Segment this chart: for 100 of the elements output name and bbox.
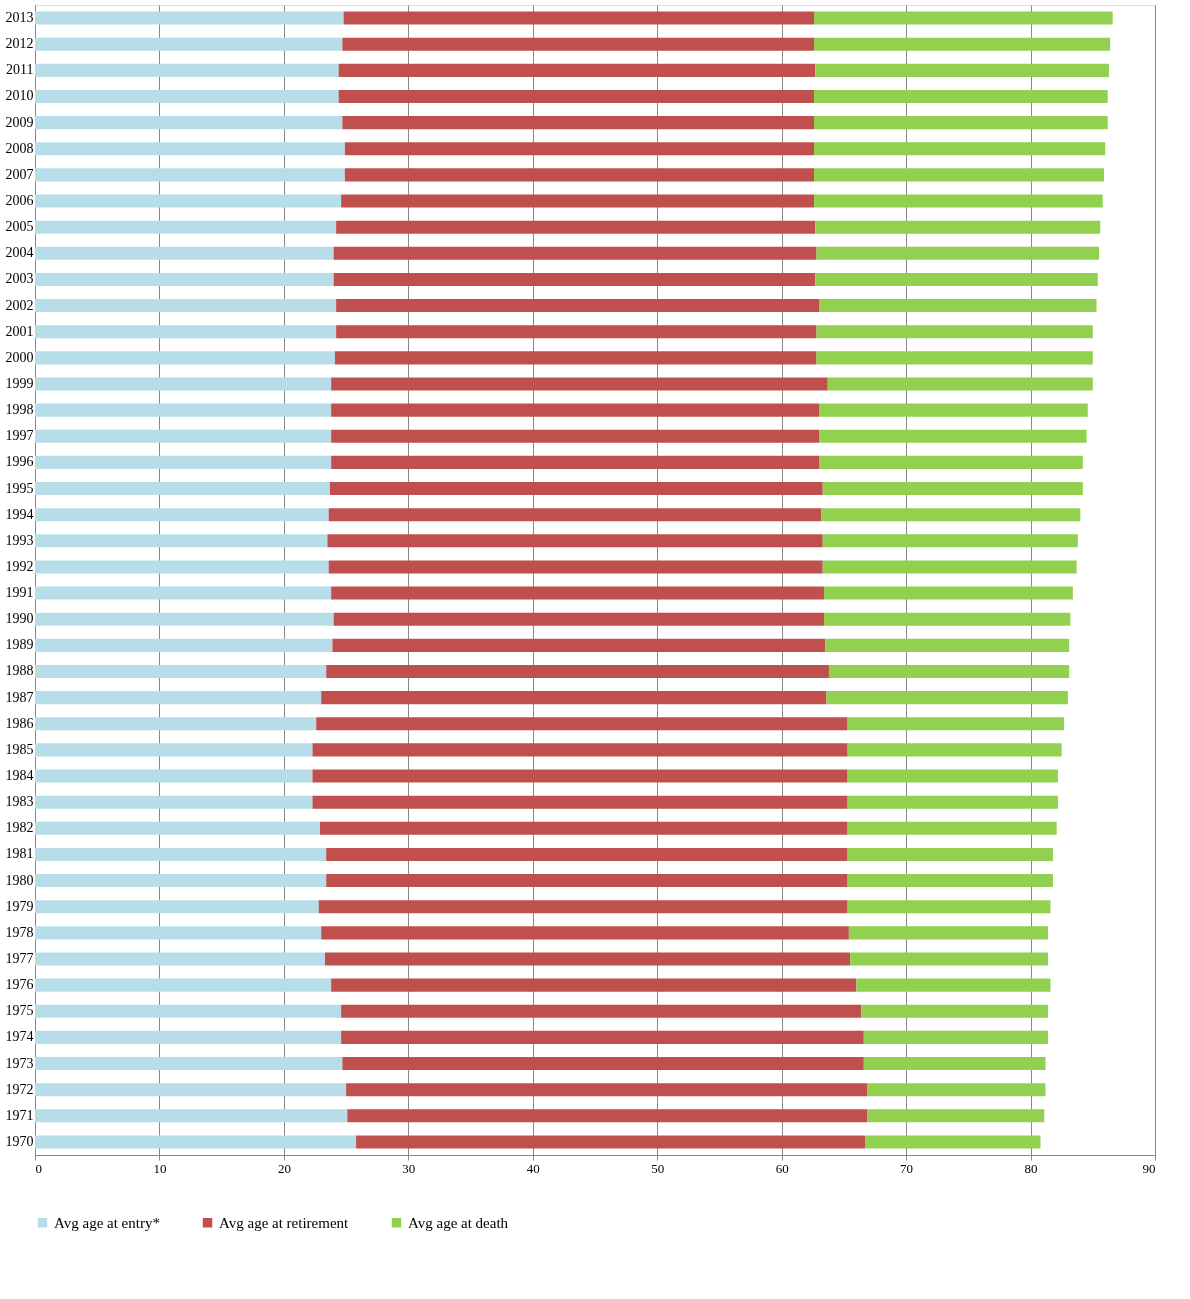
bar <box>856 978 1051 992</box>
bar <box>321 926 849 940</box>
bar <box>863 1056 1046 1071</box>
bar <box>319 821 848 835</box>
bar <box>35 272 334 286</box>
bar <box>35 743 313 757</box>
bar <box>865 1135 1041 1149</box>
bar <box>35 612 334 626</box>
bar <box>343 11 815 25</box>
y-tick-label: 1996 <box>5 454 34 470</box>
bar <box>828 664 1070 679</box>
bar <box>35 351 335 365</box>
bar <box>35 377 332 391</box>
bar <box>331 403 819 417</box>
bar <box>35 638 333 652</box>
bar <box>341 194 815 208</box>
bar <box>35 325 337 339</box>
bar <box>847 847 1053 861</box>
bar <box>312 743 848 757</box>
bar <box>35 874 327 888</box>
legend-label: Avg age at entry* <box>54 1214 160 1231</box>
bar <box>324 952 851 966</box>
bar <box>867 1083 1046 1097</box>
x-tick-label: 60 <box>775 1160 789 1176</box>
x-tick-label: 30 <box>402 1160 416 1176</box>
bar <box>847 900 1051 914</box>
y-tick-label: 2003 <box>5 271 34 287</box>
bar <box>35 481 330 496</box>
bar <box>333 272 816 286</box>
bar <box>821 508 1081 522</box>
bar <box>35 847 327 861</box>
bar <box>328 508 822 522</box>
bar <box>35 978 332 992</box>
bar <box>822 560 1077 574</box>
y-tick-label: 1974 <box>5 1029 34 1045</box>
y-tick-label: 1985 <box>5 741 34 757</box>
bar <box>356 1135 866 1149</box>
bar <box>861 1004 1048 1018</box>
y-tick-label: 1994 <box>5 506 34 522</box>
x-tick-label: 0 <box>35 1160 42 1176</box>
bar <box>321 691 827 705</box>
y-tick-label: 1995 <box>5 480 34 496</box>
y-tick-label: 2012 <box>5 36 34 52</box>
x-tick-label: 70 <box>900 1160 914 1176</box>
bar <box>35 220 337 234</box>
y-tick-label: 2004 <box>5 245 34 261</box>
y-tick-label: 2010 <box>5 88 34 104</box>
bar <box>316 717 848 731</box>
bar <box>35 116 343 130</box>
y-tick-label: 1990 <box>5 611 34 627</box>
y-tick-label: 1984 <box>5 768 34 784</box>
bar <box>327 534 823 548</box>
y-tick-label: 1991 <box>5 585 34 601</box>
bar <box>814 142 1106 156</box>
y-tick-label: 2001 <box>5 323 34 339</box>
bar <box>334 351 817 365</box>
bar <box>847 795 1058 809</box>
bar <box>336 220 816 234</box>
y-tick-label: 2013 <box>5 10 34 26</box>
bar <box>332 638 826 652</box>
y-tick-label: 1989 <box>5 637 34 653</box>
bar <box>35 1135 357 1149</box>
bar <box>331 455 819 469</box>
bar <box>35 89 339 104</box>
bar <box>347 1109 868 1123</box>
bar <box>35 1109 348 1123</box>
y-tick-label: 2006 <box>5 193 34 209</box>
bar <box>823 612 1071 626</box>
bar <box>336 325 817 339</box>
y-tick-label: 2011 <box>6 62 34 78</box>
y-tick-label: 1983 <box>5 794 34 810</box>
bar <box>35 586 332 600</box>
bar <box>822 534 1078 548</box>
bar <box>847 717 1065 731</box>
bar <box>816 246 1099 260</box>
bar <box>815 63 1109 77</box>
bar <box>342 116 815 130</box>
bar <box>35 194 342 208</box>
bar <box>35 11 344 25</box>
y-tick-label: 1982 <box>5 820 34 836</box>
bar <box>326 874 848 888</box>
y-tick-label: 1988 <box>5 663 34 679</box>
bar <box>816 351 1093 365</box>
bar <box>35 37 343 51</box>
bar <box>35 142 345 156</box>
bar <box>814 168 1104 182</box>
bar <box>318 900 848 914</box>
y-tick-label: 2008 <box>5 140 34 156</box>
x-tick-label: 80 <box>1024 1160 1038 1176</box>
y-tick-label: 1978 <box>5 924 34 940</box>
bar <box>35 168 345 182</box>
bar <box>847 769 1058 783</box>
y-tick-label: 1993 <box>5 532 34 548</box>
x-tick-label: 20 <box>277 1160 291 1176</box>
bar <box>35 900 319 914</box>
bar <box>35 299 337 313</box>
bar <box>814 37 1111 51</box>
y-tick-label: 1970 <box>5 1133 34 1149</box>
bar <box>814 89 1108 104</box>
bar <box>35 429 332 443</box>
